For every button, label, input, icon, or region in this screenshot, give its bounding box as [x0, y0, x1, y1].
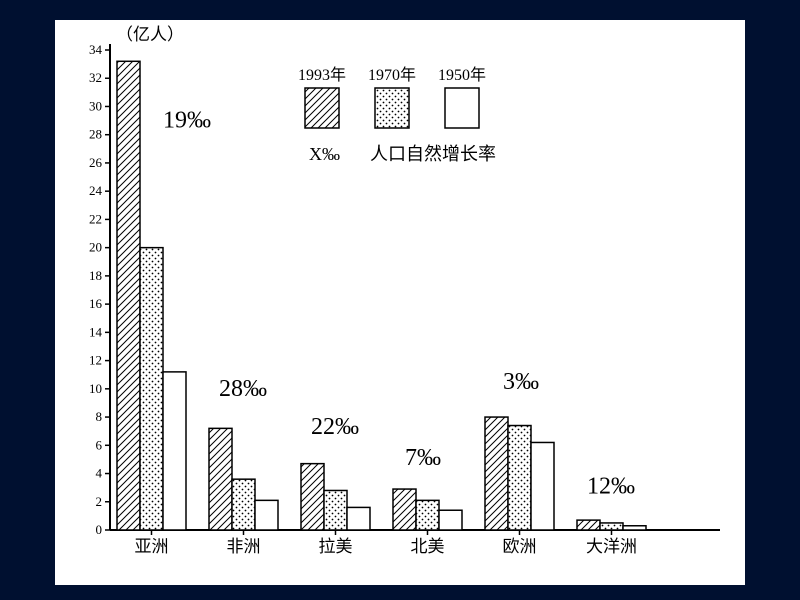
y-tick-label: 24: [89, 183, 103, 198]
legend-swatch: [375, 88, 409, 128]
y-tick-label: 30: [89, 98, 102, 113]
population-bar-chart: 0246810121416182022242628303234（亿人）亚洲非洲拉…: [55, 20, 745, 585]
bar: [600, 523, 623, 530]
bar: [347, 507, 370, 530]
legend-note-symbol: X‰: [309, 144, 340, 164]
chart-panel: 0246810121416182022242628303234（亿人）亚洲非洲拉…: [55, 20, 745, 585]
category-label: 非洲: [227, 537, 261, 556]
bar: [416, 500, 439, 530]
y-tick-label: 28: [89, 127, 102, 142]
bar: [485, 417, 508, 530]
legend-swatch: [305, 88, 339, 128]
bar: [209, 428, 232, 530]
bar: [577, 520, 600, 530]
growth-rate-label: 7‰: [405, 445, 441, 471]
legend-swatch: [445, 88, 479, 128]
y-tick-label: 2: [96, 494, 103, 509]
bar: [163, 372, 186, 530]
bar: [393, 489, 416, 530]
bar: [623, 526, 646, 530]
bar: [508, 426, 531, 530]
bar: [324, 490, 347, 530]
y-unit-label: （亿人）: [116, 25, 184, 44]
y-tick-label: 18: [89, 268, 102, 283]
bar: [531, 442, 554, 530]
bar: [301, 464, 324, 530]
bar: [255, 500, 278, 530]
bar: [439, 510, 462, 530]
growth-rate-label: 12‰: [587, 473, 635, 499]
legend-note-text: 人口自然增长率: [370, 144, 496, 164]
growth-rate-label: 19‰: [163, 108, 211, 134]
bar: [117, 61, 140, 530]
y-tick-label: 4: [96, 466, 103, 481]
y-tick-label: 26: [89, 155, 103, 170]
category-label: 大洋洲: [586, 537, 637, 556]
y-tick-label: 12: [89, 353, 102, 368]
growth-rate-label: 28‰: [219, 376, 267, 402]
legend-year-label: 1950年: [438, 66, 486, 84]
y-tick-label: 34: [89, 42, 103, 57]
bar: [232, 479, 255, 530]
category-label: 拉美: [319, 537, 353, 556]
legend-year-label: 1970年: [368, 66, 416, 84]
category-label: 亚洲: [135, 537, 169, 556]
y-tick-label: 6: [96, 437, 103, 452]
growth-rate-label: 3‰: [503, 369, 539, 395]
y-tick-label: 32: [89, 70, 102, 85]
bar: [140, 248, 163, 530]
category-label: 北美: [411, 537, 445, 556]
category-label: 欧洲: [503, 537, 537, 556]
growth-rate-label: 22‰: [311, 414, 359, 440]
y-tick-label: 20: [89, 240, 102, 255]
y-tick-label: 16: [89, 296, 103, 311]
y-tick-label: 14: [89, 324, 103, 339]
legend-year-label: 1993年: [298, 66, 346, 84]
y-tick-label: 22: [89, 211, 102, 226]
y-tick-label: 8: [96, 409, 103, 424]
y-tick-label: 10: [89, 381, 102, 396]
y-tick-label: 0: [96, 522, 103, 537]
